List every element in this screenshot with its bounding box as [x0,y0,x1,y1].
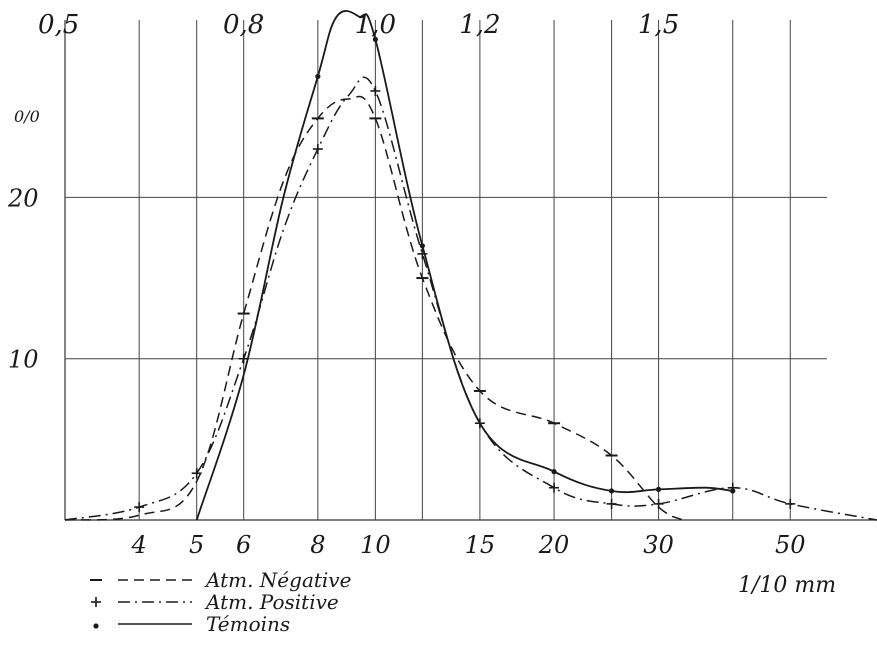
grid [64,20,877,521]
x-tick-label: 5 [189,531,204,559]
legend-item-t-moins: Témoins [93,612,290,636]
x-tick-label: 30 [643,531,674,559]
legend-marker-dot [93,623,99,629]
data-point-dot [551,469,557,475]
data-point-plus [474,418,485,429]
x-top-tick-label: 0,8 [223,10,264,40]
y-unit-label: 0/0 [14,107,40,126]
x-top-tick-label: 1,0 [355,10,396,40]
series-line-atm-positive [64,76,877,521]
data-point-dot [372,36,378,42]
data-point-plus [134,502,145,513]
x-tick-label: 8 [310,531,325,559]
x-tick-label: 50 [775,531,806,559]
series-line-t-moins [195,10,733,521]
data-point-plus [238,353,249,364]
data-point-dot [655,486,662,492]
y-tick-label: 10 [8,346,39,374]
data-point-plus [549,482,560,493]
x-top-tick-label: 0,5 [38,10,79,40]
data-point-dot [608,488,615,494]
data-point-dot [730,488,736,494]
data-point-plus [191,468,202,479]
data-point-plus [370,85,381,96]
data-point-dot [315,73,321,80]
data-point-plus [606,498,617,509]
legend-item-atm-positive: Atm. Positive [91,590,339,614]
data-point-plus [785,498,796,509]
y-tick-label: 20 [7,184,39,212]
data-point-plus [312,144,323,155]
data-point-dot [419,243,425,249]
legend-label: Témoins [206,612,290,636]
data-point-plus [417,248,428,259]
marker-group [134,36,796,513]
x-tick-label: 6 [236,531,251,559]
legend-item-atm-n-gative: Atm. Négative [90,568,351,592]
series-line-atm-n-gative [64,95,684,521]
x-top-tick-label: 1,2 [459,10,500,40]
x-tick-label: 4 [131,531,147,559]
x-tick-label: 10 [360,531,391,559]
tick-labels: 4 5 6 8 10 15 20 30 50 0,5 0,8 1,0 1,2 1,5 10 20 0/0 1/10… [7,10,836,598]
x-tick-label: 20 [538,531,570,559]
x-unit-label: 1/10 mm [738,573,836,598]
series-group [64,10,877,521]
legend-label: Atm. Négative [204,568,351,592]
data-point-plus [653,498,664,509]
x-tick-label: 15 [465,531,496,559]
x-top-tick-label: 1,5 [638,10,679,40]
legend-label: Atm. Positive [204,590,339,614]
